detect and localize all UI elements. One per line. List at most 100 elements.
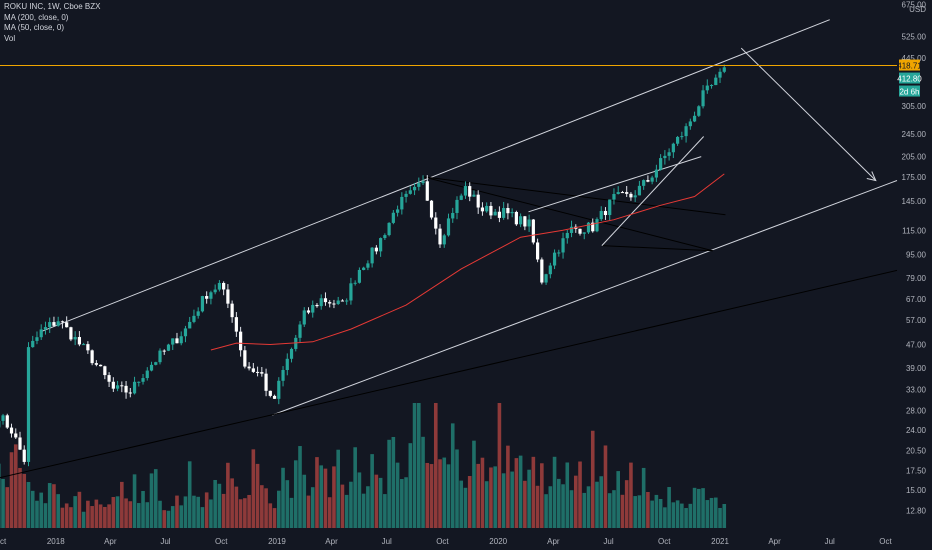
volume-bar — [480, 457, 485, 528]
y-tick-label: 95.00 — [906, 251, 927, 260]
volume-bar — [327, 497, 332, 528]
y-tick-label: 28.00 — [906, 407, 927, 416]
y-tick-label: 245.00 — [902, 130, 927, 139]
candle-body — [336, 300, 340, 304]
volume-bar — [60, 507, 65, 528]
volume-bar — [255, 463, 260, 528]
volume-bar — [302, 474, 307, 528]
candle-body — [671, 143, 675, 153]
volume-bar — [548, 486, 553, 528]
volume-bar — [86, 500, 90, 528]
volume-legend-item[interactable]: Vol — [4, 33, 16, 43]
candle-body — [43, 327, 48, 330]
candle-body — [637, 185, 642, 196]
volume-bar — [145, 502, 150, 528]
volume-bar — [183, 496, 188, 528]
volume-bar — [272, 508, 277, 528]
candle-body — [281, 370, 285, 381]
candle-body — [311, 304, 315, 313]
candle-body — [234, 317, 238, 332]
candle-body — [315, 304, 319, 307]
volume-bar — [204, 492, 209, 528]
volume-bar — [612, 490, 616, 528]
candle-body — [417, 183, 421, 187]
candle-body — [586, 222, 591, 233]
candle-body — [476, 194, 480, 208]
candle-body — [166, 344, 171, 351]
candle-body — [434, 217, 438, 229]
volume-bar — [680, 503, 684, 528]
candle-body — [9, 427, 14, 434]
candle-body — [667, 152, 671, 156]
triangle-line — [422, 176, 726, 216]
volume-bar — [641, 467, 646, 528]
candle-body — [531, 219, 535, 243]
x-tick-label: 2020 — [489, 537, 507, 546]
y-tick-label: 305.00 — [902, 102, 927, 111]
candle-body — [535, 242, 540, 260]
candle-body — [374, 247, 378, 252]
arrow-head — [866, 171, 877, 182]
volume-bar — [616, 471, 621, 528]
x-tick-label: Apr — [547, 537, 560, 546]
volume-bar — [158, 500, 162, 528]
volume-bar — [268, 503, 273, 528]
volume-bar — [187, 461, 192, 528]
candle-body — [357, 269, 362, 283]
volume-bar — [39, 492, 44, 528]
candle-body — [705, 85, 709, 91]
volume-bar — [353, 447, 357, 528]
volume-bar — [489, 467, 493, 528]
volume-bar — [213, 479, 217, 528]
candle-body — [493, 211, 497, 216]
volume-bar — [565, 462, 570, 528]
symbol-title[interactable]: ROKU INC, 1W, Cboe BZX — [4, 2, 101, 11]
candle-body — [383, 235, 387, 239]
volume-bar — [514, 458, 519, 528]
volume-bar — [9, 452, 14, 528]
candle-body — [472, 194, 476, 197]
ma50-line — [210, 173, 725, 351]
volume-bar — [629, 462, 633, 528]
last-price-tag-bg — [899, 59, 920, 71]
candle-body — [26, 347, 31, 462]
volume-bar — [472, 440, 476, 528]
candle-body — [255, 371, 260, 373]
candle-body — [468, 186, 472, 197]
candle-body — [506, 208, 510, 214]
ma200-legend-item[interactable]: MA (200, close, 0) — [4, 12, 69, 22]
projection-arrow — [740, 47, 877, 181]
candle-body — [171, 338, 175, 345]
candle-body — [107, 375, 111, 382]
volume-bar — [684, 508, 688, 528]
volume-bar — [654, 494, 659, 528]
x-tick-label: Oct — [215, 537, 228, 546]
volume-bar — [115, 496, 120, 528]
candle-body — [39, 329, 43, 338]
wedge-line — [601, 136, 705, 246]
y-tick-label: 12.80 — [906, 506, 927, 515]
volume-bar — [64, 503, 69, 528]
y-tick-label: 525.00 — [902, 33, 927, 42]
volume-bar — [323, 468, 328, 528]
volume-bar — [81, 511, 86, 528]
candle-body — [646, 180, 650, 182]
y-tick-label: 205.00 — [902, 153, 927, 162]
ma50-legend-item[interactable]: MA (50, close, 0) — [4, 23, 65, 32]
volume-bar — [573, 475, 578, 528]
volume-bar — [170, 506, 175, 528]
candle-body — [591, 222, 595, 232]
volume-bar — [540, 463, 544, 528]
candle-body — [69, 327, 73, 340]
y-tick-label: 67.00 — [906, 295, 927, 304]
candle-body — [620, 192, 625, 194]
candle-body — [183, 328, 188, 337]
volume-bar — [124, 498, 128, 528]
volume-bar — [663, 507, 667, 528]
volume-bar — [557, 478, 561, 528]
candle-body — [294, 337, 298, 349]
y-tick-label: 33.00 — [906, 386, 927, 395]
y-tick-label: 675.00 — [902, 1, 927, 10]
candle-body — [692, 115, 697, 122]
